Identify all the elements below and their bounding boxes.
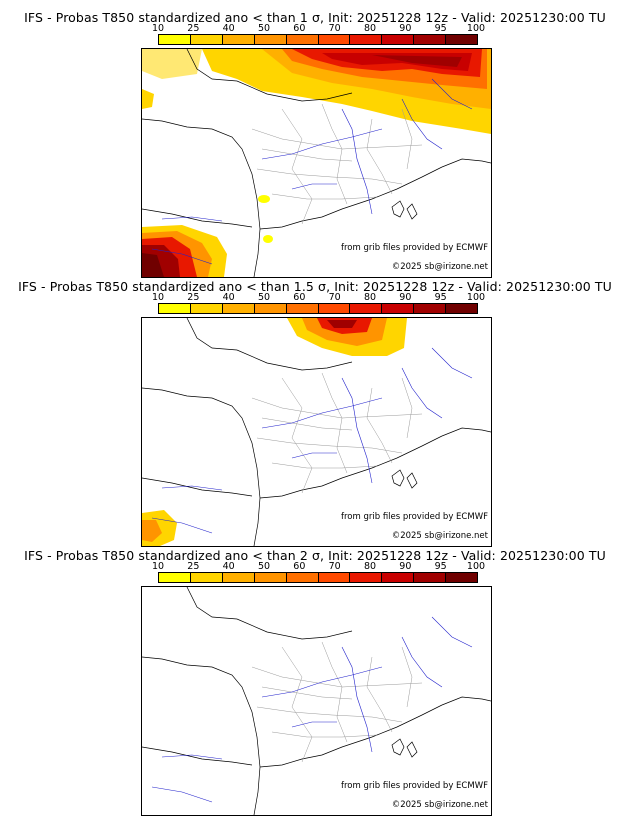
source-credit: from grib files provided by ECMWF [341,512,488,522]
colorbar-segment [446,573,478,582]
colorbar-segment [222,304,255,313]
map-canvas [142,318,491,546]
colorbar-tick-label: 60 [293,561,306,572]
colorbar-segment [190,35,223,44]
colorbar-segment [382,35,415,44]
colorbar-segment [318,573,351,582]
colorbar-tick-label: 60 [293,23,306,34]
colorbar-tick-label: 60 [293,292,306,303]
colorbar-segment [190,573,223,582]
colorbar-tick-label: 90 [399,561,412,572]
colorbar-tick-label: 100 [466,292,486,303]
colorbar-segment [254,35,287,44]
colorbar-segment [446,35,478,44]
colorbar-segment [382,304,415,313]
map-panel-2: IFS - Probas T850 standardized ano < tha… [0,277,630,547]
colorbar-segment [222,35,255,44]
panel-title: IFS - Probas T850 standardized ano < tha… [18,279,612,294]
colorbar-tick-label: 80 [363,23,377,34]
colorbar-segment [414,35,447,44]
colorbar-segment [159,573,191,582]
admin-borders [251,641,423,763]
colorbar-segment [254,304,287,313]
colorbar-tick-label: 100 [466,561,486,572]
colorbar-segment [159,35,191,44]
colorbar-tick-label: 95 [434,292,447,303]
colorbar [158,34,478,45]
map-canvas [142,49,491,277]
colorbar-tick-label: 40 [222,561,235,572]
colorbar-tick-label: 70 [328,561,341,572]
colorbar-segment [286,573,319,582]
colorbar-segment [286,304,319,313]
colorbar-segment [382,573,415,582]
colorbar-tick-label: 95 [434,23,447,34]
colorbar-tick-label: 70 [328,292,341,303]
admin-borders [251,103,423,225]
map-frame: from grib files provided by ECMWF ©2025 … [141,48,492,278]
copyright-credit: ©2025 sb@irizone.net [391,800,488,810]
map-panel-3: IFS - Probas T850 standardized ano < tha… [0,546,630,816]
colorbar-tick-label: 95 [434,561,447,572]
source-credit: from grib files provided by ECMWF [341,781,488,791]
copyright-credit: ©2025 sb@irizone.net [391,531,488,541]
map-frame: from grib files provided by ECMWF ©2025 … [141,586,492,816]
colorbar-tick-label: 40 [222,23,235,34]
colorbar [158,572,478,583]
colorbar-tick-label: 90 [399,292,412,303]
colorbar-tick-label: 80 [363,561,377,572]
colorbar-tick-label: 25 [187,23,200,34]
map-frame: from grib files provided by ECMWF ©2025 … [141,317,492,547]
colorbar-tick-label: 40 [222,292,235,303]
coastlines [142,318,491,546]
colorbar-segment [350,35,383,44]
admin-borders [251,372,423,494]
probability-field [142,49,491,277]
source-credit: from grib files provided by ECMWF [341,243,488,253]
colorbar-segment [318,304,351,313]
colorbar-segment [190,304,223,313]
colorbar-segment [286,35,319,44]
colorbar-segment [318,35,351,44]
coastlines [142,49,491,277]
rivers [151,347,473,534]
colorbar-tick-label: 50 [257,23,271,34]
colorbar-tick-label: 80 [363,292,377,303]
colorbar-segment [254,573,287,582]
colorbar-tick-label: 10 [151,292,165,303]
panel-title: IFS - Probas T850 standardized ano < tha… [24,548,606,563]
colorbar-segment [414,573,447,582]
coastlines [142,587,491,815]
colorbar-tick-label: 25 [187,561,200,572]
rivers [151,78,473,265]
colorbar-tick-label: 50 [257,292,271,303]
colorbar-segment [222,573,255,582]
colorbar-tick-label: 10 [151,561,165,572]
map-panel-1: IFS - Probas T850 standardized ano < tha… [0,8,630,278]
colorbar-segment [446,304,478,313]
panel-title: IFS - Probas T850 standardized ano < tha… [24,10,606,25]
colorbar-segment [159,304,191,313]
colorbar-segment [414,304,447,313]
copyright-credit: ©2025 sb@irizone.net [391,262,488,272]
colorbar-tick-label: 90 [399,23,412,34]
colorbar-segment [350,304,383,313]
colorbar-tick-label: 25 [187,292,200,303]
rivers [151,616,473,803]
colorbar-segment [350,573,383,582]
colorbar-tick-label: 50 [257,561,271,572]
probability-field [142,318,407,546]
colorbar-tick-label: 100 [466,23,486,34]
colorbar-tick-label: 10 [151,23,165,34]
colorbar [158,303,478,314]
colorbar-tick-label: 70 [328,23,341,34]
map-canvas [142,587,491,815]
